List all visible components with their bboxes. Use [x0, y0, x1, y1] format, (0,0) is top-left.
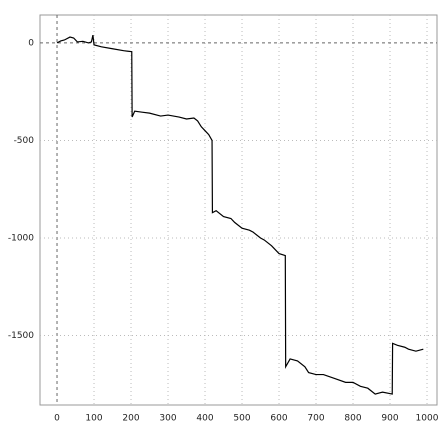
- y-tick-label: 0: [28, 38, 34, 48]
- x-tick-label: 200: [122, 414, 139, 424]
- x-tick-label: 100: [85, 414, 102, 424]
- x-tick-label: 900: [381, 414, 398, 424]
- x-tick-label: 400: [196, 414, 213, 424]
- plot-frame: [39, 14, 438, 406]
- x-tick-label: 1000: [416, 414, 439, 424]
- y-tick-label: -1000: [8, 233, 34, 243]
- line: [56, 34, 424, 395]
- x-tick-label: 500: [233, 414, 250, 424]
- x-tick-label: 700: [307, 414, 324, 424]
- y-tick-label: -500: [14, 136, 35, 146]
- x-tick-label: 0: [54, 414, 60, 424]
- x-tick-label: 600: [270, 414, 287, 424]
- x-tick-label: 800: [344, 414, 361, 424]
- y-tick-label: -1500: [8, 331, 34, 341]
- x-tick-label: 300: [159, 414, 176, 424]
